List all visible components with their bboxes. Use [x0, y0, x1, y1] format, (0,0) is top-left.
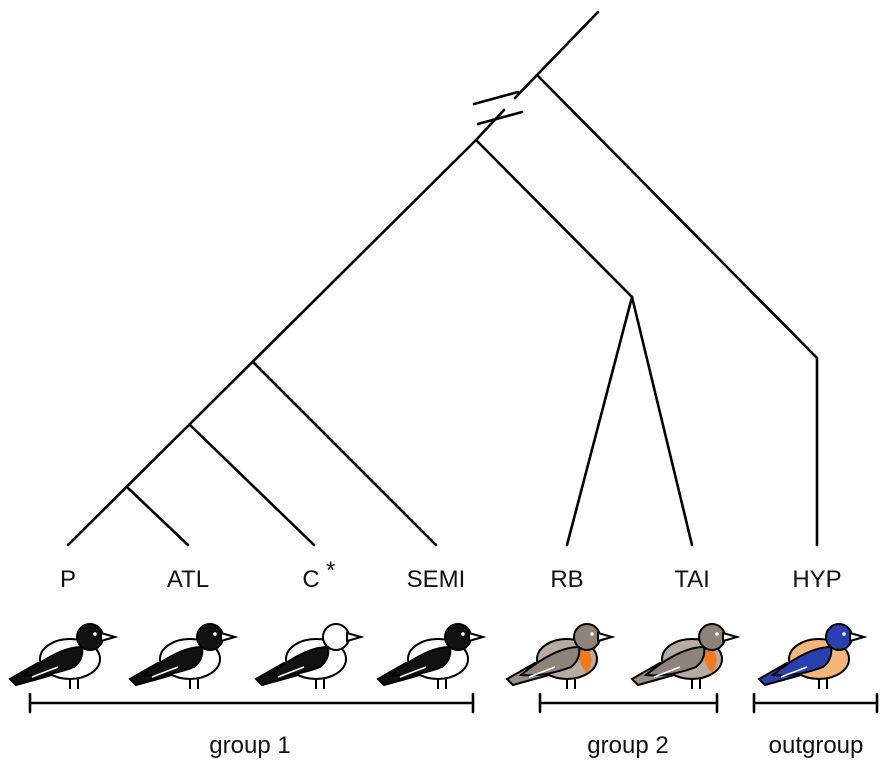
bird-icon [507, 624, 612, 689]
branch [476, 110, 504, 140]
branch [537, 75, 817, 545]
branch [515, 75, 537, 98]
group-label: outgroup [769, 732, 864, 759]
bird-icon [256, 624, 361, 689]
taxon-label: P [60, 566, 76, 593]
group-brackets: group 1 group 2 outgroup [30, 694, 877, 759]
taxon-marker: * [326, 557, 335, 584]
tree-diagram: P ATL C * SEMI RB TAI HYP group 1 group … [0, 0, 881, 761]
branches [68, 12, 817, 545]
break-mark [474, 92, 518, 104]
taxon-label: RB [550, 566, 583, 593]
branch [632, 297, 692, 545]
group-label: group 1 [209, 732, 290, 759]
branch [68, 140, 476, 545]
taxon-label: TAI [674, 566, 710, 593]
bird-icons [10, 624, 864, 689]
root-branch [537, 12, 598, 75]
bird-icon [130, 624, 235, 689]
branch [253, 362, 436, 545]
branch [128, 488, 188, 545]
taxon-label: ATL [167, 566, 209, 593]
branch [190, 425, 314, 545]
bird-icon [378, 624, 483, 689]
taxon-labels: P ATL C * SEMI RB TAI HYP [60, 557, 842, 593]
taxon-label: HYP [792, 566, 841, 593]
branch [567, 297, 632, 545]
branch [476, 140, 632, 297]
bird-icon [759, 624, 864, 689]
taxon-label: SEMI [407, 566, 466, 593]
bird-icon [10, 624, 115, 689]
group-label: group 2 [587, 732, 668, 759]
taxon-label: C [302, 566, 319, 593]
bird-icon [632, 624, 737, 689]
